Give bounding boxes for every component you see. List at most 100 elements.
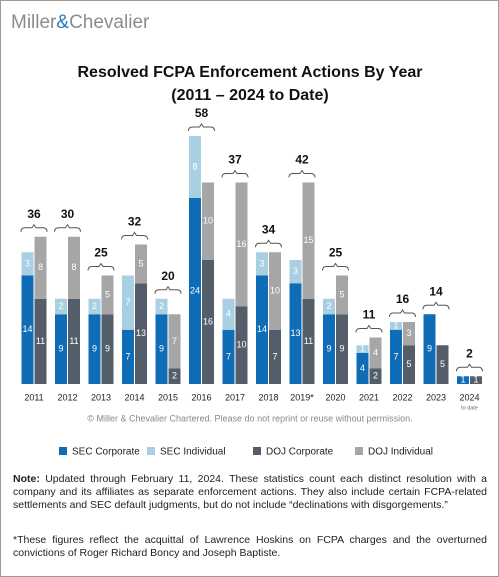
total-label: 2 [466, 346, 473, 360]
value-label: 16 [203, 316, 213, 326]
bar-segment [202, 182, 214, 260]
value-label: 2 [92, 301, 97, 311]
value-label: 9 [427, 344, 432, 354]
total-brace [288, 169, 316, 178]
value-label: 8 [38, 262, 43, 272]
value-label: 9 [339, 344, 344, 354]
bar-segment [135, 244, 147, 284]
value-label: 3 [293, 266, 298, 276]
bar-segment [302, 182, 315, 299]
legend-swatch [59, 447, 67, 455]
chart: Miller&Chevalier Resolved FCPA Enforceme… [11, 12, 483, 458]
copyright: © Miller & Chevalier Chartered. Please d… [87, 413, 412, 423]
value-label: 5 [105, 289, 110, 299]
bar-segment [369, 337, 382, 369]
total-brace [54, 223, 81, 232]
bar-segment [155, 314, 168, 384]
bar-segment [289, 283, 302, 384]
bar-segment [122, 275, 134, 330]
bar-segment [235, 306, 248, 384]
total-label: 16 [396, 292, 410, 306]
bar-segment [222, 329, 235, 384]
value-label: 3 [259, 258, 264, 268]
value-label: 10 [203, 216, 213, 226]
value-label: 2 [373, 371, 378, 381]
total-label: 11 [363, 308, 376, 322]
value-label: 2 [326, 301, 331, 311]
value-label: 4 [373, 347, 378, 357]
x-tick-label: 2016 [191, 392, 211, 402]
legend-label: DOJ Individual [368, 447, 433, 458]
bar-segment [302, 298, 315, 384]
value-label: 5 [440, 359, 445, 369]
total-brace [87, 262, 115, 271]
bar-segment [256, 275, 268, 384]
value-label: 7 [125, 297, 130, 307]
bar-segment [21, 275, 34, 384]
total-brace [188, 123, 215, 132]
total-brace [255, 239, 282, 248]
bar-segment [356, 353, 369, 384]
value-label: 10 [236, 340, 246, 350]
bar-segment [68, 236, 80, 299]
x-tick-label: 2019* [290, 392, 314, 402]
x-tick-label: 2017 [225, 392, 245, 402]
bar-segment [122, 329, 134, 384]
total-brace [355, 324, 383, 333]
value-label: 9 [105, 344, 110, 354]
value-label: 9 [159, 344, 164, 354]
value-label: 8 [71, 262, 76, 272]
chart-title: Resolved FCPA Enforcement Actions By Yea… [78, 64, 423, 81]
x-tick-label: 2011 [24, 392, 43, 402]
legend-label: SEC Corporate [72, 447, 140, 458]
bar-segment [168, 314, 181, 369]
bar-segment [68, 298, 80, 384]
bar-segment [202, 260, 214, 384]
value-label: 11 [304, 336, 313, 346]
value-label: 3 [25, 258, 30, 268]
bar-segment [269, 252, 281, 330]
value-label: 9 [326, 344, 331, 354]
chart-subtitle: (2011 – 2024 to Date) [171, 87, 328, 104]
legend-swatch [253, 447, 261, 455]
value-label: 1 [473, 375, 478, 385]
x-tick-label: 2022 [392, 392, 412, 402]
value-label: 13 [136, 328, 146, 338]
bar-segment [135, 283, 147, 384]
total-label: 32 [128, 215, 142, 229]
bar-segment [88, 314, 101, 384]
value-label: 7 [172, 336, 177, 346]
value-label: 1 [460, 375, 465, 385]
total-label: 20 [161, 269, 175, 283]
bar-segment [55, 314, 67, 384]
bar-segment [436, 345, 449, 384]
bar-segment [336, 314, 348, 384]
total-label: 30 [61, 207, 75, 221]
bar-segment [403, 345, 415, 384]
total-label: 34 [262, 222, 276, 236]
x-tick-label: 2023 [426, 392, 446, 402]
value-label: 7 [393, 351, 398, 361]
total-brace [456, 363, 483, 372]
bar-segment [168, 368, 181, 384]
bar-segment [189, 198, 201, 384]
bar-segment [356, 345, 369, 353]
value-label: 4 [360, 363, 365, 373]
x-tick-label: 2018 [258, 392, 278, 402]
logo-left: Miller [11, 12, 57, 33]
value-label: 2 [58, 301, 63, 311]
bar-segment [390, 322, 402, 330]
bar-segment [101, 275, 114, 315]
bar-segment [155, 298, 168, 315]
value-label: 11 [36, 336, 45, 346]
note-text: Updated through February 11, 2024. These… [13, 473, 487, 511]
x-tick-note: to date [461, 405, 478, 411]
total-brace [221, 169, 249, 178]
total-label: 25 [94, 246, 108, 260]
bar-segment [369, 368, 382, 384]
value-label: 2 [159, 301, 164, 311]
value-label: 8 [192, 161, 197, 171]
legend-label: SEC Individual [160, 447, 226, 458]
value-label: 1 [393, 320, 398, 330]
total-label: 42 [295, 153, 309, 167]
